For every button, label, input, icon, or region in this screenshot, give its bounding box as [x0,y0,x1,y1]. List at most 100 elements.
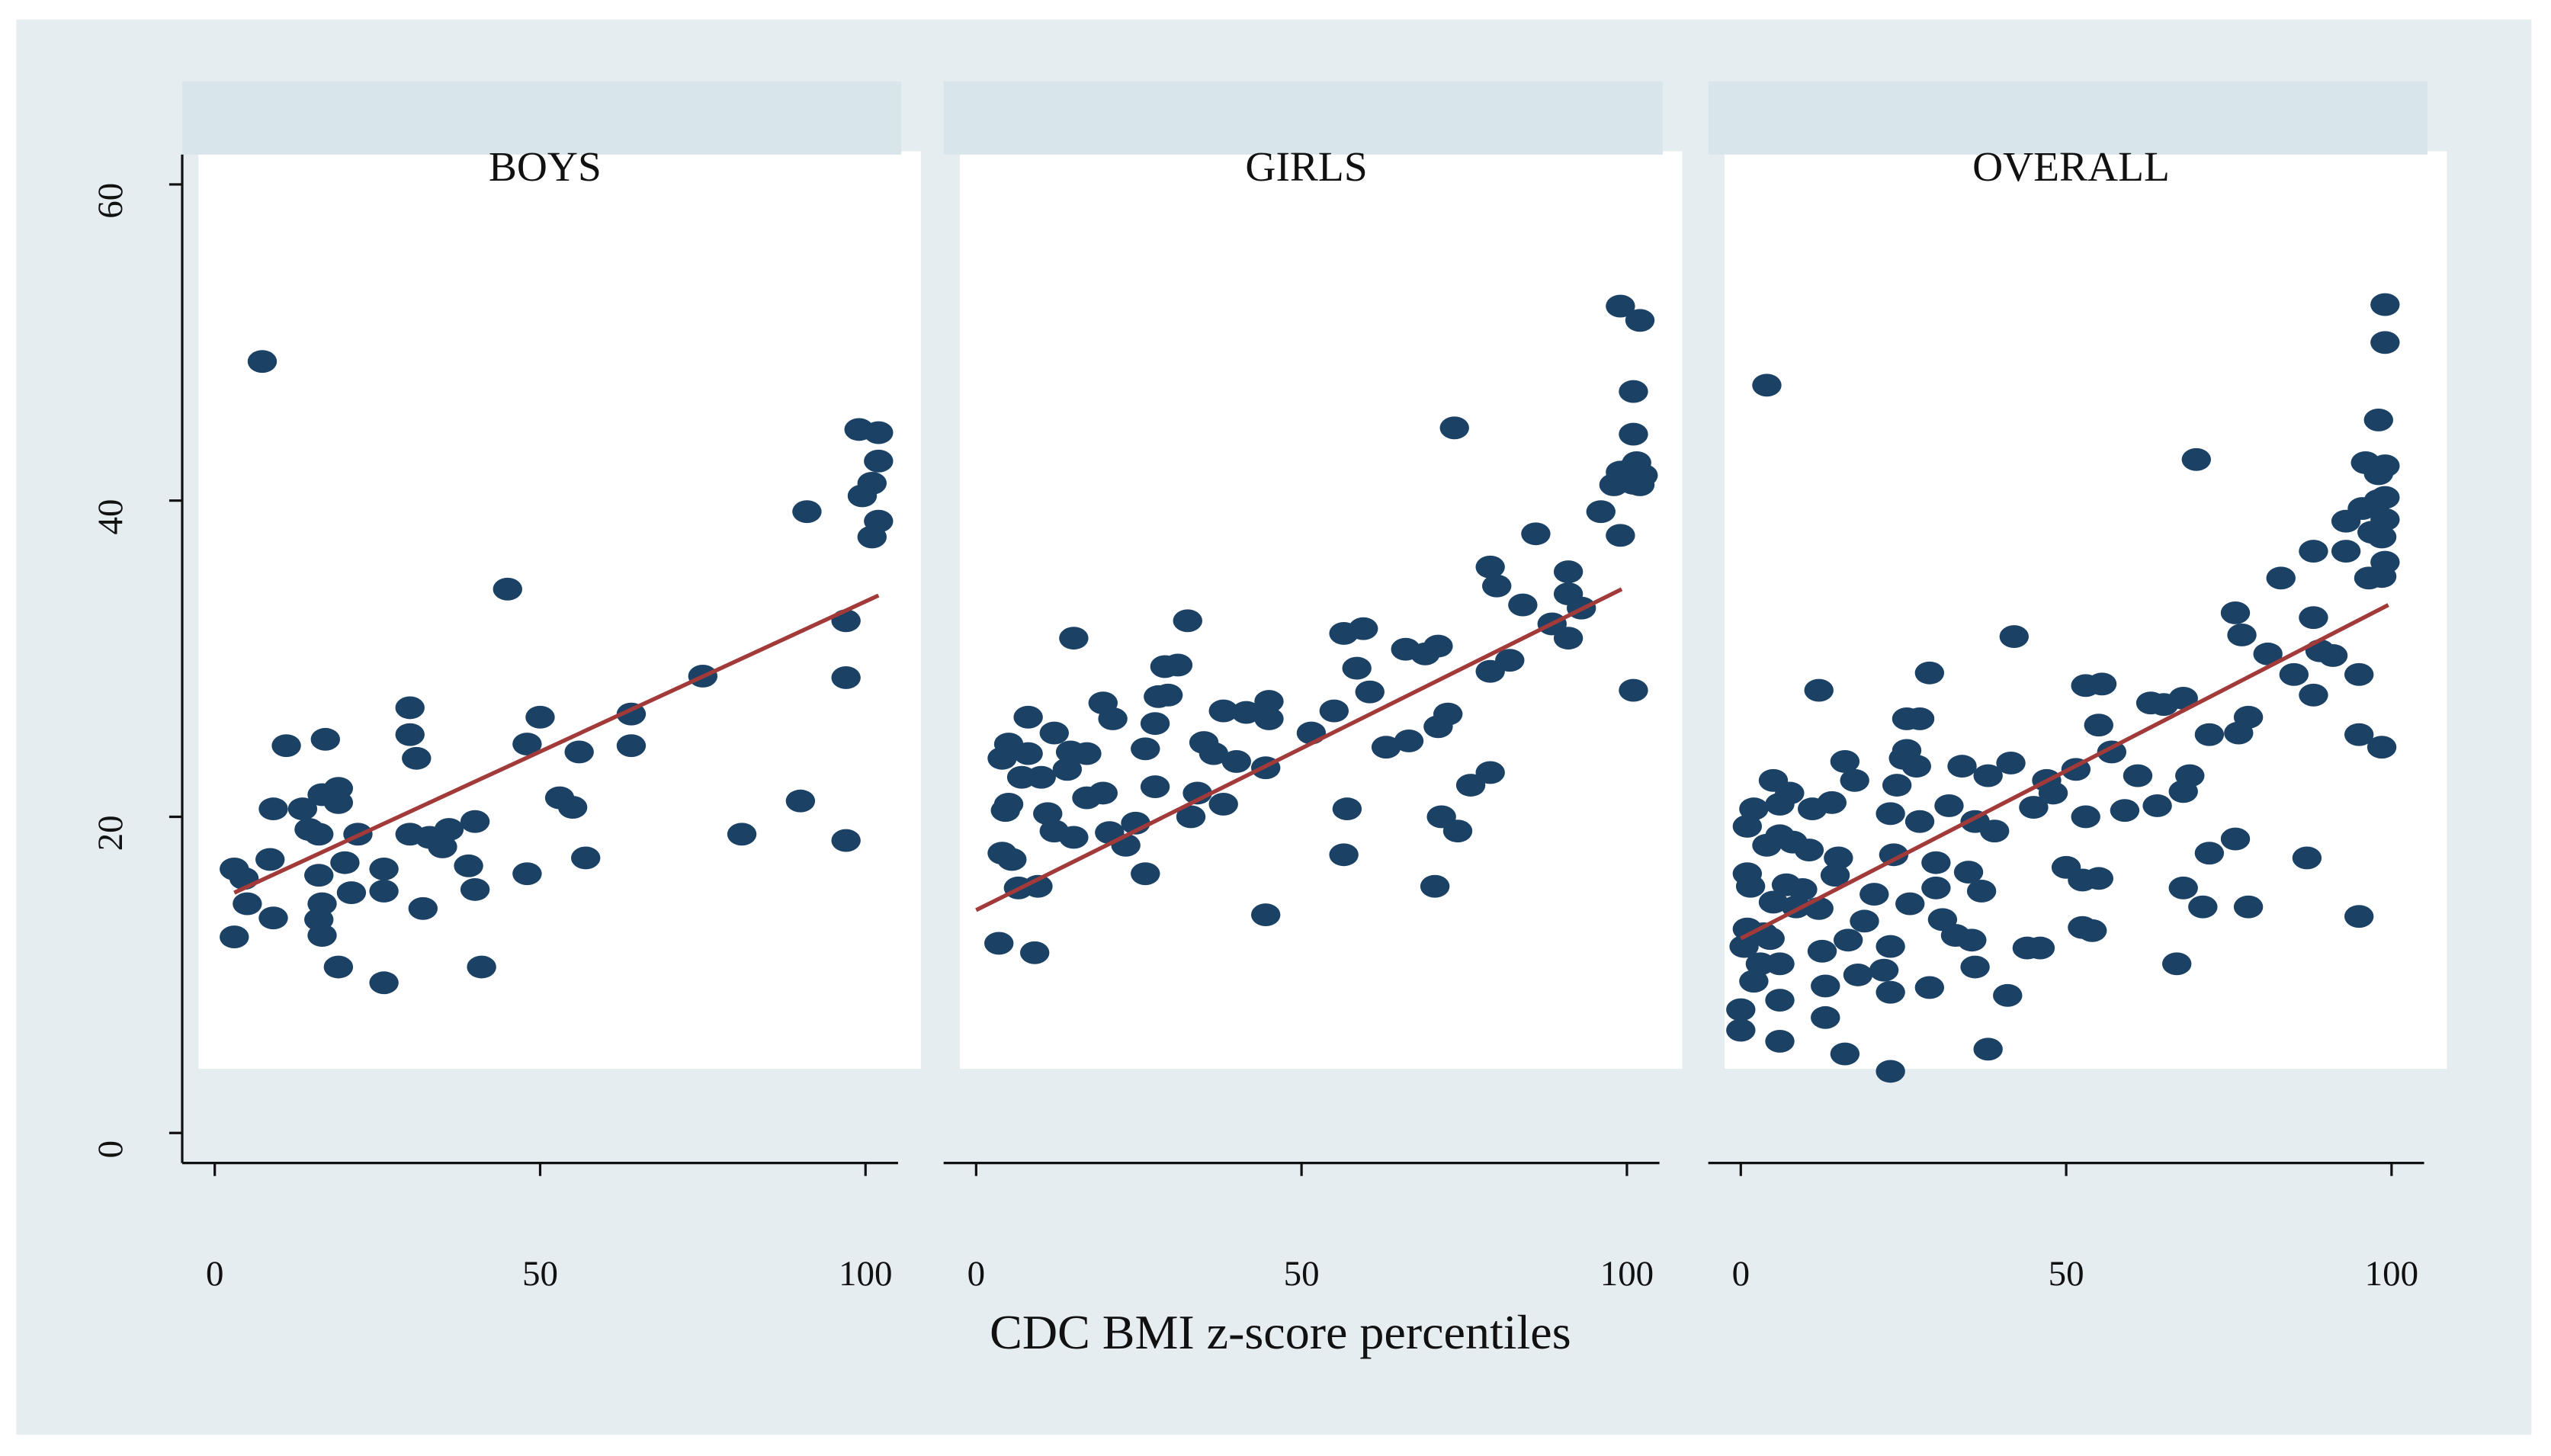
y-tick-label: 0 [91,1140,130,1158]
point [1198,742,1229,765]
point [1033,802,1063,826]
point [1843,963,1873,986]
point [557,796,588,819]
point [307,924,337,947]
point [233,892,262,916]
point [2370,331,2400,354]
point [1455,774,1486,797]
point [1811,974,1840,998]
point [1296,721,1327,745]
point [1420,874,1450,898]
x-tick-label: 0 [206,1254,223,1294]
point [1879,843,1909,867]
point [1319,699,1349,723]
point [1606,294,1635,318]
point [1993,983,2023,1007]
point [247,350,278,374]
point [2019,796,2049,819]
point [1876,980,1905,1004]
point [369,880,399,903]
point [1794,839,1824,861]
point [307,892,337,916]
point [2188,895,2218,919]
point [512,862,542,886]
point [493,577,522,601]
point [1726,1018,1756,1042]
y-tick-label: 40 [91,499,130,535]
point [2123,764,2153,787]
point [2220,827,2251,851]
panel-background [960,151,1683,1070]
point [1013,705,1043,729]
panel-title: GIRLS [1245,144,1367,191]
y-tick-label: 20 [91,815,130,851]
point [1023,874,1053,898]
point [1019,941,1050,964]
strip [1708,81,2427,155]
point [2181,447,2212,471]
point [258,906,288,930]
point [1619,678,1648,702]
point [402,746,432,770]
point [1131,737,1160,761]
point [1182,781,1212,805]
point [1960,955,1990,979]
point [1521,522,1551,546]
point [255,848,285,871]
point [369,971,399,995]
point [1153,683,1183,707]
point [1355,680,1385,704]
point [1726,998,1756,1021]
panel-background [198,151,921,1070]
point [1423,634,1453,658]
point [1882,774,1912,797]
point [1394,730,1424,752]
point [454,854,483,877]
point [831,666,861,689]
point [1739,970,1769,993]
point [467,955,496,979]
point [616,734,647,758]
point [1475,761,1505,784]
point [1732,814,1763,838]
point [2366,525,2397,549]
point [1342,656,1372,680]
point [1833,928,1863,952]
point [2370,508,2400,531]
point [1934,794,1964,817]
point [2370,454,2400,478]
point [2370,550,2400,574]
point [2025,936,2055,960]
point [1957,928,1987,952]
point [847,484,878,508]
point [564,740,594,764]
point [2366,736,2397,759]
point [864,421,894,444]
point [330,851,360,874]
point [727,823,757,846]
point [2097,740,2127,764]
panel-background [1724,151,2447,1070]
point [2233,705,2264,729]
point [428,835,457,858]
fit-line [1740,603,2389,941]
point [1625,473,1655,496]
point [2370,293,2400,316]
point [525,705,555,729]
fit-line [233,593,880,895]
point [369,857,399,880]
point [1442,819,1473,843]
point [1039,819,1069,843]
point [1830,1042,1860,1066]
point [1921,851,1951,874]
point [304,864,334,887]
point [1755,927,1785,951]
point [1088,781,1118,805]
point [1775,781,1805,805]
point [2142,794,2172,817]
point [2038,781,2068,805]
point [395,723,425,746]
x-tick-label: 0 [967,1254,985,1294]
point [336,881,367,904]
point [1830,749,1860,773]
